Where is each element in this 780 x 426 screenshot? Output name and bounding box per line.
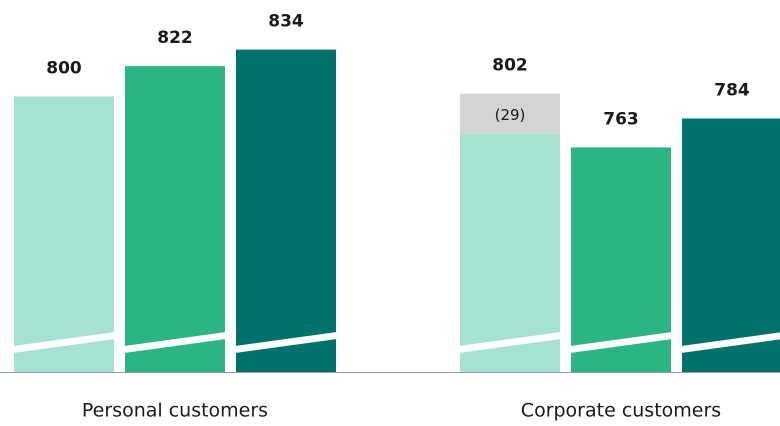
segment-label: (29) — [495, 106, 526, 124]
axis-break — [235, 332, 337, 353]
bar — [682, 118, 780, 372]
total-label: 800 — [46, 58, 82, 78]
total-label: 802 — [492, 56, 528, 76]
category-label: Corporate customers — [521, 400, 721, 422]
bar — [236, 49, 336, 372]
axis-break — [124, 332, 226, 353]
total-label: 763 — [603, 109, 639, 129]
total-label: 834 — [268, 12, 304, 32]
bar — [460, 133, 560, 372]
bar-segment — [460, 93, 560, 134]
axis-break — [459, 332, 561, 353]
category-label: Personal customers — [82, 400, 268, 422]
bar — [14, 96, 114, 372]
total-label: 822 — [157, 28, 193, 48]
axis-break — [570, 332, 672, 353]
bar — [125, 66, 225, 372]
axis-break — [13, 332, 115, 353]
axis-break — [681, 332, 780, 353]
total-label: 784 — [714, 80, 750, 100]
